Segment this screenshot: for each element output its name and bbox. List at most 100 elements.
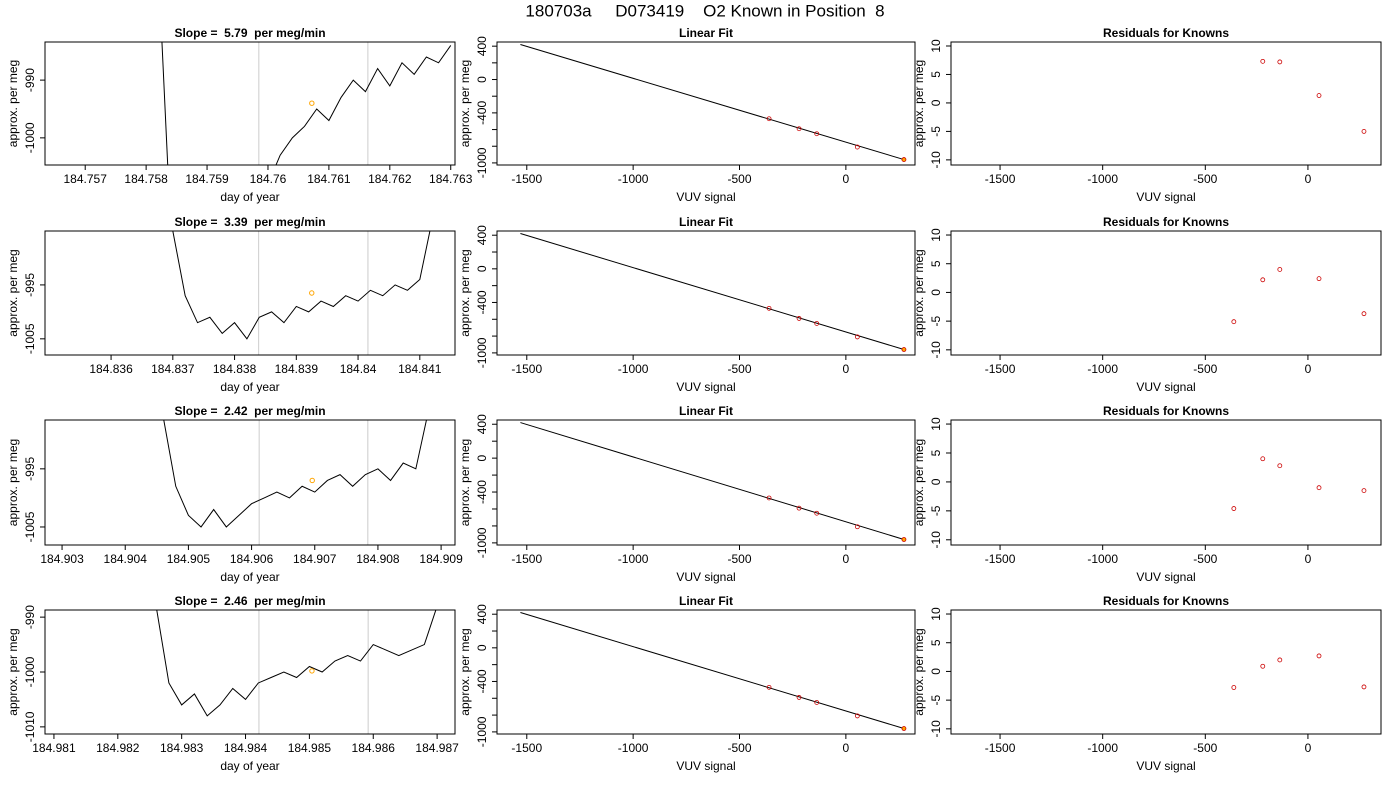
data-point bbox=[1277, 657, 1283, 663]
x-axis-label: day of year bbox=[220, 380, 279, 394]
plot-frame bbox=[950, 41, 1382, 166]
y-tick-label: 0 bbox=[929, 478, 943, 485]
x-tick-label: -1500 bbox=[511, 362, 542, 376]
x-tick-label: -1000 bbox=[1087, 552, 1118, 566]
x-tick-label: -500 bbox=[1193, 362, 1217, 376]
x-tick-label: -500 bbox=[727, 552, 751, 566]
data-point bbox=[1277, 59, 1283, 65]
plot-area bbox=[1260, 58, 1367, 134]
fit-line bbox=[520, 612, 905, 730]
x-tick-label: 0 bbox=[1305, 362, 1312, 376]
x-tick-label: 184.983 bbox=[160, 741, 204, 755]
y-tick-label: -995 bbox=[23, 273, 37, 297]
x-tick-label: 184.76 bbox=[250, 172, 287, 186]
y-tick-label: -400 bbox=[475, 101, 489, 125]
x-tick-label: -1000 bbox=[618, 741, 649, 755]
x-tick-label: -1000 bbox=[1087, 362, 1118, 376]
x-tick-label: -1000 bbox=[618, 552, 649, 566]
x-tick-label: -1500 bbox=[985, 172, 1016, 186]
x-tick-label: 184.84 bbox=[340, 362, 377, 376]
x-tick-label: 0 bbox=[1305, 741, 1312, 755]
y-tick-label: -1000 bbox=[475, 147, 489, 178]
y-axis-label: approx. per meg bbox=[6, 439, 20, 526]
data-point bbox=[1316, 653, 1322, 659]
data-point bbox=[901, 726, 907, 731]
panel-title: Residuals for Knowns bbox=[1103, 404, 1229, 418]
x-tick-label: 184.985 bbox=[288, 741, 332, 755]
y-tick-label: 400 bbox=[475, 604, 489, 624]
y-axis-label: approx. per meg bbox=[912, 439, 926, 526]
data-point bbox=[854, 524, 860, 530]
plot-frame bbox=[496, 230, 916, 356]
data-point bbox=[854, 713, 860, 719]
x-tick-label: 184.838 bbox=[213, 362, 257, 376]
plot-area bbox=[520, 612, 907, 731]
panel-title: Slope = 2.42 per meg/min bbox=[174, 404, 325, 418]
x-tick-label: -1000 bbox=[1087, 172, 1118, 186]
plot-area bbox=[1231, 267, 1367, 325]
x-tick-label: 0 bbox=[843, 362, 850, 376]
y-axis-label: approx. per meg bbox=[6, 628, 20, 715]
x-tick-label: 184.984 bbox=[224, 741, 268, 755]
x-tick-label: -1500 bbox=[985, 741, 1016, 755]
panel-title: Slope = 5.79 per meg/min bbox=[174, 26, 325, 40]
plot-frame bbox=[496, 41, 916, 166]
data-point bbox=[1231, 506, 1237, 511]
y-tick-label: -400 bbox=[475, 669, 489, 693]
x-tick-label: -1000 bbox=[1087, 741, 1118, 755]
data-point bbox=[814, 131, 820, 137]
y-tick-label: -990 bbox=[23, 68, 37, 92]
x-axis-label: VUV signal bbox=[676, 380, 735, 394]
y-axis-label: approx. per meg bbox=[912, 249, 926, 336]
x-tick-label: 0 bbox=[843, 172, 850, 186]
x-tick-label: 0 bbox=[1305, 552, 1312, 566]
data-point bbox=[901, 537, 907, 542]
x-axis-label: VUV signal bbox=[1136, 380, 1195, 394]
y-tick-label: 5 bbox=[929, 639, 943, 646]
x-tick-label: 0 bbox=[1305, 172, 1312, 186]
panel-title: Residuals for Knowns bbox=[1103, 594, 1229, 608]
y-tick-label: -1000 bbox=[475, 337, 489, 368]
x-axis-label: VUV signal bbox=[1136, 190, 1195, 204]
x-tick-label: -500 bbox=[1193, 172, 1217, 186]
plot-area bbox=[520, 233, 907, 352]
data-point bbox=[901, 347, 907, 352]
plot-frame bbox=[950, 230, 1382, 356]
y-tick-label: 400 bbox=[475, 36, 489, 56]
plot-frame bbox=[950, 419, 1382, 546]
x-tick-label: -1500 bbox=[511, 741, 542, 755]
data-point bbox=[796, 316, 802, 321]
x-tick-label: 184.836 bbox=[89, 362, 133, 376]
plot-frame bbox=[44, 419, 456, 546]
y-axis-label: approx. per meg bbox=[458, 60, 472, 147]
data-point bbox=[796, 505, 802, 511]
x-tick-label: -1500 bbox=[985, 552, 1016, 566]
x-tick-label: 184.982 bbox=[96, 741, 140, 755]
panel-title: Linear Fit bbox=[679, 215, 733, 229]
y-tick-label: -1000 bbox=[475, 716, 489, 747]
y-tick-label: 5 bbox=[929, 71, 943, 78]
y-axis-label: approx. per meg bbox=[458, 249, 472, 336]
series-line bbox=[163, 420, 427, 528]
x-tick-label: -1500 bbox=[511, 172, 542, 186]
fit-line bbox=[520, 44, 905, 161]
y-tick-label: 0 bbox=[929, 289, 943, 296]
y-tick-label: 0 bbox=[475, 644, 489, 651]
highlight-point bbox=[309, 100, 315, 106]
y-tick-label: -5 bbox=[929, 126, 943, 137]
data-point bbox=[796, 126, 802, 132]
fit-line bbox=[520, 422, 905, 540]
plot-area bbox=[1231, 456, 1367, 511]
plot-area bbox=[520, 422, 907, 542]
panel-title: Slope = 3.39 per meg/min bbox=[174, 215, 325, 229]
plot-area bbox=[163, 420, 427, 545]
data-point bbox=[1361, 129, 1367, 134]
data-point bbox=[766, 116, 772, 122]
data-point bbox=[766, 684, 772, 690]
series-line bbox=[156, 610, 437, 717]
x-tick-label: -500 bbox=[1193, 741, 1217, 755]
x-axis-label: VUV signal bbox=[676, 759, 735, 773]
plot-area bbox=[1231, 653, 1367, 690]
series-line bbox=[161, 42, 452, 165]
data-point bbox=[1231, 685, 1237, 690]
